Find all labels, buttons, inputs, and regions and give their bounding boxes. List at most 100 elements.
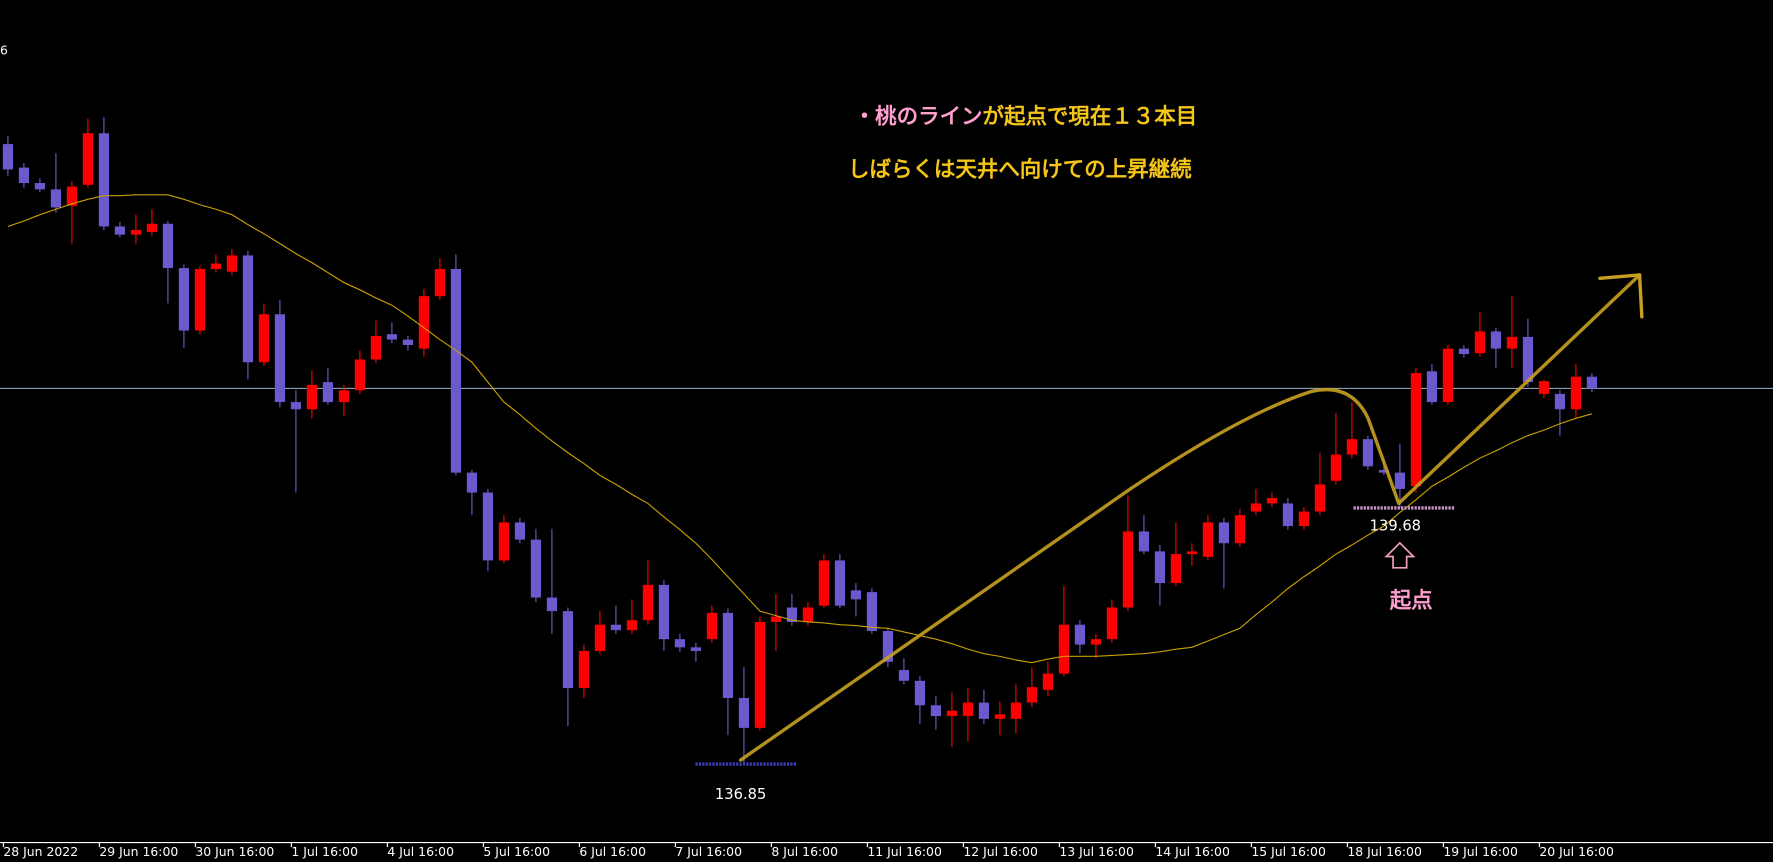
candle-body [898, 669, 910, 681]
candle-body [1554, 393, 1566, 410]
up-arrow-icon [1384, 541, 1416, 569]
moving-average [7, 194, 1593, 664]
x-tick-label: 15 Jul 16:00 [1251, 844, 1326, 859]
candle-body [1426, 371, 1438, 403]
candle-body [1474, 331, 1486, 354]
x-tick-label: 29 Jun 16:00 [99, 844, 178, 859]
candle-body [242, 255, 254, 363]
candle-body [978, 702, 990, 719]
arrow-head [1598, 273, 1644, 319]
candle-body [1154, 551, 1166, 584]
candle-body [2, 144, 14, 170]
header-fragment: 6 [0, 42, 8, 57]
candle-body [610, 624, 622, 631]
candle-body [786, 607, 798, 622]
candle-body [1186, 551, 1198, 555]
candle-body [434, 268, 446, 297]
candle-body [1522, 336, 1534, 383]
candle-body [578, 650, 590, 689]
x-tick-label: 28 Jun 2022 [3, 844, 78, 859]
candle-body [50, 189, 62, 208]
marks: 28 Jun 2022 29 Jun 16:00 30 Jun 16:00 1 Jul… [0, 116, 1773, 859]
x-tick-label: 18 Jul 16:00 [1347, 844, 1422, 859]
candle-body [722, 612, 734, 699]
candle-body [402, 339, 414, 346]
x-tick-label: 13 Jul 16:00 [1059, 844, 1134, 859]
candle-body [1250, 503, 1262, 512]
annotation-gold: が起点で現在１３本目 [983, 103, 1198, 129]
candle-body [354, 359, 366, 391]
x-tick-label: 19 Jul 16:00 [1443, 844, 1518, 859]
candle-body [130, 230, 142, 235]
candle-body [754, 621, 766, 728]
x-tick-label: 12 Jul 16:00 [963, 844, 1038, 859]
candle-body [1378, 469, 1390, 473]
candle-body [498, 522, 510, 561]
candle-body [162, 223, 174, 269]
candle-body [850, 590, 862, 600]
candle-body [1058, 624, 1070, 674]
candle-body [946, 710, 958, 717]
candle-body [1218, 522, 1230, 544]
x-tick-label: 1 Jul 16:00 [291, 844, 358, 859]
candle-body [642, 584, 654, 621]
level-label: 139.68 [1370, 518, 1421, 535]
x-tick-label: 7 Jul 16:00 [675, 844, 742, 859]
candle-body [674, 639, 686, 648]
candle-body [1010, 702, 1022, 719]
candle-body [1266, 497, 1278, 504]
hand-drawn-arrow [738, 273, 1642, 762]
candle-body [1538, 381, 1550, 394]
candle-body [450, 268, 462, 473]
candle-body [626, 620, 638, 631]
candle-body [466, 472, 478, 493]
candle-body [306, 384, 318, 410]
candle-body [1138, 531, 1150, 552]
candle-body [178, 268, 190, 331]
candle-body [962, 702, 974, 717]
candle-body [514, 522, 526, 540]
x-tick-label: 4 Jul 16:00 [387, 844, 454, 859]
candle-body [1442, 348, 1454, 403]
x-tick-label: 6 Jul 16:00 [579, 844, 646, 859]
candle-body [914, 680, 926, 706]
candle-body [1106, 607, 1118, 640]
candle-body [802, 607, 814, 622]
candle-body [930, 705, 942, 717]
candle-body [18, 167, 30, 184]
level-label: 136.85 [715, 786, 766, 803]
candle-body [1490, 331, 1502, 349]
candle-body [114, 226, 126, 235]
candle-body [530, 539, 542, 598]
candle-body [994, 714, 1006, 719]
candle-body [1570, 376, 1582, 410]
candle-body [882, 631, 894, 662]
candle-body [1170, 554, 1182, 584]
candle-body [146, 223, 158, 232]
candle-body [1506, 336, 1518, 349]
candle-body [194, 268, 206, 331]
candle-body [1458, 348, 1470, 355]
candle-body [1410, 373, 1422, 487]
candle-body [562, 611, 574, 689]
candle-body [1362, 439, 1374, 467]
candle-body [770, 616, 782, 622]
candle-body [258, 314, 270, 363]
candle-body [1042, 673, 1054, 690]
candle-body [1346, 439, 1358, 455]
annotation-pink: ・桃のライン [854, 104, 983, 129]
candle-body [706, 612, 718, 640]
candle-body [1234, 515, 1246, 544]
candle-body [370, 335, 382, 360]
candle-body [1298, 511, 1310, 527]
candle-body [1074, 624, 1086, 645]
x-tick-label: 14 Jul 16:00 [1155, 844, 1230, 859]
x-tick-label: 20 Jul 16:00 [1539, 844, 1614, 859]
candle-body [34, 183, 46, 190]
candle-body [1282, 503, 1294, 527]
candle-body [738, 698, 750, 728]
candle-body [98, 133, 110, 227]
candle-body [66, 186, 78, 206]
candle-body [386, 334, 398, 340]
x-tick-label: 8 Jul 16:00 [771, 844, 838, 859]
